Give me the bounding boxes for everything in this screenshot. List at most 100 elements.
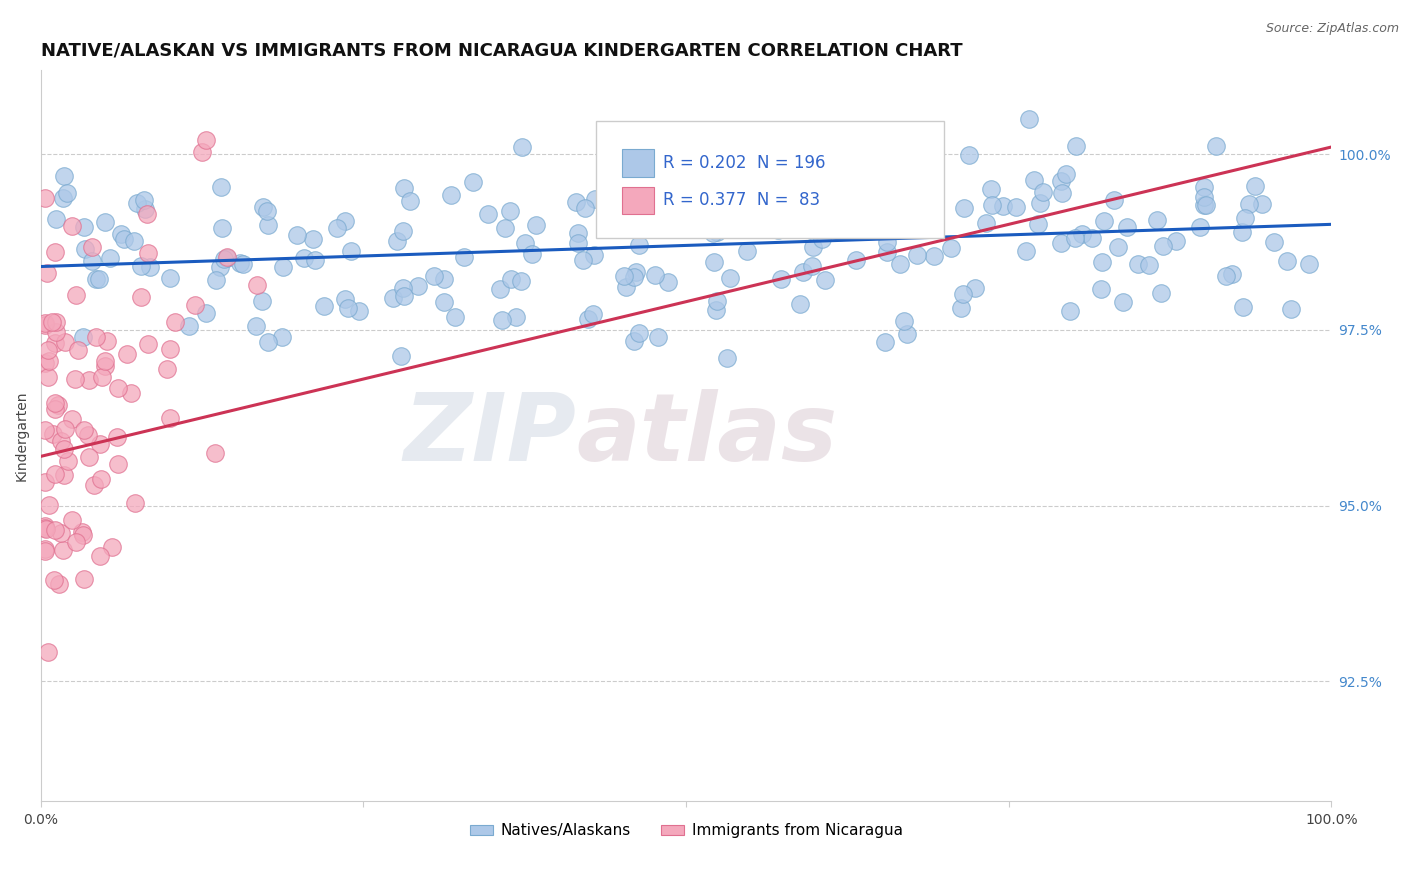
Point bbox=[1102, 193, 1125, 207]
Point bbox=[889, 257, 911, 271]
Point bbox=[1244, 179, 1267, 194]
Point bbox=[1192, 190, 1215, 204]
Text: ZIP: ZIP bbox=[404, 389, 576, 482]
Point bbox=[491, 313, 513, 327]
Bar bbox=[621, 149, 654, 178]
Point bbox=[387, 234, 409, 248]
Point bbox=[1050, 174, 1073, 188]
Point bbox=[46, 398, 69, 412]
Point bbox=[727, 165, 749, 179]
Point bbox=[613, 268, 636, 283]
Point bbox=[49, 525, 72, 540]
Point bbox=[326, 221, 349, 235]
Point bbox=[301, 232, 323, 246]
Point bbox=[675, 218, 697, 232]
Point bbox=[406, 278, 429, 293]
Point bbox=[194, 133, 217, 147]
Point bbox=[256, 204, 278, 219]
Point bbox=[510, 274, 533, 288]
Point bbox=[70, 524, 93, 539]
Point bbox=[440, 187, 463, 202]
Point bbox=[623, 334, 645, 348]
Point bbox=[616, 186, 638, 201]
Point bbox=[44, 212, 66, 227]
Point bbox=[159, 271, 181, 285]
Point bbox=[49, 434, 72, 449]
Point bbox=[453, 250, 475, 264]
Text: atlas: atlas bbox=[576, 389, 838, 482]
Point bbox=[75, 242, 97, 256]
Point bbox=[82, 254, 104, 268]
Point bbox=[89, 549, 111, 563]
Point bbox=[56, 453, 79, 467]
Point bbox=[63, 372, 86, 386]
Point bbox=[107, 457, 129, 471]
Point bbox=[876, 245, 898, 260]
Point bbox=[505, 310, 527, 324]
Point bbox=[42, 573, 65, 587]
Point bbox=[52, 542, 75, 557]
Point bbox=[34, 316, 56, 330]
Point bbox=[87, 272, 110, 286]
Point bbox=[56, 186, 79, 200]
Point bbox=[980, 182, 1002, 196]
Point bbox=[626, 265, 648, 279]
Point bbox=[1192, 198, 1215, 212]
Point bbox=[501, 272, 523, 286]
Point bbox=[232, 257, 254, 271]
Point bbox=[949, 301, 972, 316]
Text: R = 0.202  N = 196: R = 0.202 N = 196 bbox=[662, 153, 825, 171]
Point bbox=[89, 437, 111, 451]
Point bbox=[38, 354, 60, 368]
Point bbox=[204, 446, 226, 460]
Point bbox=[433, 294, 456, 309]
Point bbox=[136, 207, 159, 221]
Point bbox=[90, 472, 112, 486]
Point bbox=[65, 535, 87, 549]
Point bbox=[72, 330, 94, 344]
Point bbox=[1026, 217, 1049, 231]
Point bbox=[876, 235, 898, 249]
Point bbox=[676, 179, 699, 194]
Point bbox=[1298, 257, 1320, 271]
Point bbox=[60, 412, 83, 426]
Point bbox=[789, 297, 811, 311]
Point bbox=[737, 244, 759, 258]
Point bbox=[952, 286, 974, 301]
Point bbox=[598, 186, 620, 201]
Point bbox=[398, 194, 420, 208]
Point bbox=[271, 260, 294, 274]
Point bbox=[132, 193, 155, 207]
Point bbox=[1251, 196, 1274, 211]
Point bbox=[285, 227, 308, 242]
Point bbox=[195, 306, 218, 320]
Point bbox=[159, 411, 181, 425]
Point bbox=[44, 244, 66, 259]
Point bbox=[567, 235, 589, 250]
Point bbox=[489, 282, 512, 296]
Point bbox=[271, 330, 294, 344]
Point bbox=[845, 252, 868, 267]
Point bbox=[766, 223, 789, 237]
Point bbox=[34, 518, 56, 533]
Point bbox=[156, 362, 179, 376]
Point bbox=[96, 334, 118, 348]
Point bbox=[623, 269, 645, 284]
Point bbox=[257, 218, 280, 232]
Point bbox=[644, 268, 666, 282]
Point bbox=[1164, 235, 1187, 249]
Point bbox=[34, 521, 56, 535]
Point bbox=[1064, 231, 1087, 245]
Point bbox=[34, 544, 56, 558]
Point bbox=[34, 318, 56, 333]
Point bbox=[647, 330, 669, 344]
Point bbox=[37, 645, 59, 659]
Point bbox=[1192, 179, 1215, 194]
Point bbox=[215, 251, 238, 265]
Point bbox=[600, 217, 623, 231]
Point bbox=[963, 281, 986, 295]
Point bbox=[76, 427, 98, 442]
Point bbox=[1090, 254, 1112, 268]
Point bbox=[1275, 254, 1298, 268]
Point bbox=[706, 225, 728, 239]
